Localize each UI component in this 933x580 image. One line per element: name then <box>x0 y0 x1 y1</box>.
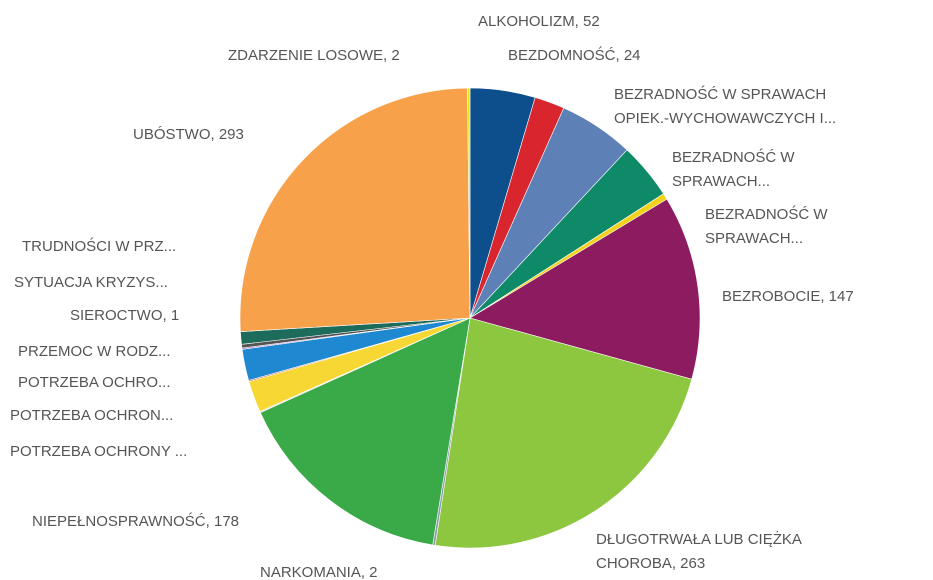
label-line: PRZEMOC W RODZ... <box>18 343 171 360</box>
label-line: BEZRADNOŚĆ W <box>672 148 795 166</box>
label-line: SIEROCTWO, 1 <box>70 307 179 324</box>
slice-label: ALKOHOLIZM, 52 <box>478 13 600 30</box>
slice-label: UBÓSTWO, 293 <box>133 126 244 143</box>
label-line: BEZRADNOŚĆ W <box>705 205 828 223</box>
pie-slice <box>467 87 471 319</box>
label-line: BEZRADNOŚĆ W SPRAWACH <box>614 85 826 103</box>
slice-label: POTRZEBA OCHRO... <box>18 374 171 391</box>
slice-label: SYTUACJA KRYZYS... <box>14 274 168 291</box>
label-line: ALKOHOLIZM, 52 <box>478 13 600 30</box>
pie-slice <box>434 317 693 549</box>
slice-label: POTRZEBA OCHRON... <box>10 407 173 424</box>
slice-label: NARKOMANIA, 2 <box>260 564 378 580</box>
slice-label: BEZDOMNOŚĆ, 24 <box>508 46 641 64</box>
label-line: DŁUGOTRWAŁA LUB CIĘŻKA <box>596 530 802 548</box>
slice-label: SIEROCTWO, 1 <box>70 307 179 324</box>
pie-slice <box>469 198 701 380</box>
label-line: SPRAWACH... <box>672 173 770 190</box>
label-line: NIEPEŁNOSPRAWNOŚĆ, 178 <box>32 512 239 530</box>
slice-label: NIEPEŁNOSPRAWNOŚĆ, 178 <box>32 512 239 530</box>
label-line: POTRZEBA OCHRO... <box>18 374 171 391</box>
label-line: POTRZEBA OCHRON... <box>10 407 173 424</box>
pie-slice <box>259 317 471 546</box>
label-line: BEZDOMNOŚĆ, 24 <box>508 46 641 64</box>
slice-label: BEZROBOCIE, 147 <box>722 288 854 305</box>
slice-label: POTRZEBA OCHRONY ... <box>10 443 187 460</box>
label-line: CHOROBA, 263 <box>596 555 705 572</box>
slice-label: DŁUGOTRWAŁA LUB CIĘŻKA CHOROBA, 263 <box>596 530 802 572</box>
label-line: NARKOMANIA, 2 <box>260 564 378 580</box>
label-line: SYTUACJA KRYZYS... <box>14 274 168 291</box>
slice-label: ZDARZENIE LOSOWE, 2 <box>228 47 400 64</box>
label-line: ZDARZENIE LOSOWE, 2 <box>228 47 400 64</box>
slice-label: PRZEMOC W RODZ... <box>18 343 171 360</box>
slice-label: BEZRADNOŚĆ W SPRAWACH... <box>672 148 795 190</box>
slice-label: BEZRADNOŚĆ W SPRAWACH... <box>705 205 828 247</box>
label-line: BEZROBOCIE, 147 <box>722 288 854 305</box>
label-line: UBÓSTWO, 293 <box>133 126 244 143</box>
slice-label: TRUDNOŚCI W PRZ... <box>22 237 176 255</box>
label-line: TRUDNOŚCI W PRZ... <box>22 237 176 255</box>
label-line: SPRAWACH... <box>705 230 803 247</box>
label-line: POTRZEBA OCHRONY ... <box>10 443 187 460</box>
slice-label: BEZRADNOŚĆ W SPRAWACH OPIEK.-WYCHOWAWCZYC… <box>614 85 836 127</box>
pie-slice <box>239 87 471 332</box>
label-line: OPIEK.-WYCHOWAWCZYCH I... <box>614 110 836 127</box>
